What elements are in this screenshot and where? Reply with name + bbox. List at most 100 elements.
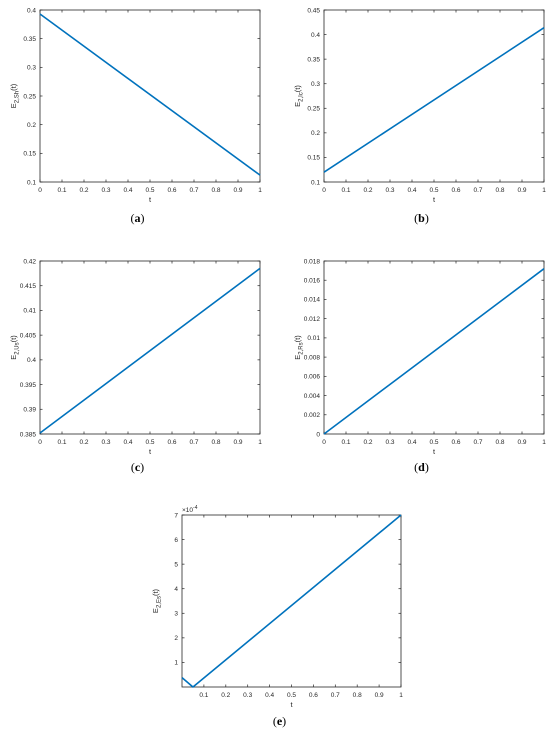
x-tick-label: 0.5: [429, 439, 438, 446]
x-tick-label: 0.9: [517, 187, 526, 194]
y-tick-label: 0.016: [304, 278, 321, 285]
x-tick-label: 0.1: [341, 187, 350, 194]
x-tick-label: 0.3: [101, 187, 110, 194]
y-tick-label: 0.3: [27, 65, 36, 72]
y-tick-label: 0.008: [304, 354, 321, 361]
x-tick-label: 0.4: [123, 439, 132, 446]
y-tick-label: 0.3: [311, 81, 320, 88]
y-tick-label: 0.42: [23, 258, 36, 265]
x-tick-label: 0: [38, 439, 42, 446]
caption-d: (d): [414, 460, 429, 474]
x-tick-label: 0.3: [385, 187, 394, 194]
x-tick-label: 0.4: [123, 187, 132, 194]
y-tick-label: 0.395: [20, 382, 37, 389]
x-tick-label: 0.4: [265, 692, 274, 699]
y-tick-label: 0.15: [307, 155, 320, 162]
x-tick-label: 0.7: [331, 692, 340, 699]
panel-c: 0 0.1 0.2 0.3 0.4 0.5 0.6 0.7 0.8 0.9 1 0.385 0.39 0.…: [0, 250, 275, 496]
x-tick-label: 0.7: [189, 439, 198, 446]
y-tick-label: 0.01: [307, 335, 320, 342]
x-tick-label: 0.1: [341, 439, 350, 446]
x-tick-label: 0.7: [473, 187, 482, 194]
y-tick-label: 0.018: [304, 258, 321, 265]
x-tick-label: 0.8: [495, 439, 504, 446]
y-tick-label: 0: [316, 431, 320, 438]
x-tick-label: 1: [399, 692, 403, 699]
y-tick-label: 0.006: [304, 374, 321, 381]
caption-c: (c): [130, 460, 145, 474]
y-axis-label: E2,Sh(t): [9, 83, 21, 108]
caption-a: (a): [130, 211, 145, 225]
y-tick-label: 0.2: [27, 122, 36, 129]
x-tick-label: 0.1: [199, 692, 208, 699]
series-line: [181, 514, 402, 688]
panel-e: 0.1 0.2 0.3 0.4 0.5 0.6 0.7 0.8 0.9 1 1 2 3 4 5 6 7 t E2,E…: [142, 500, 417, 746]
y-axis-label: E2,Rs(t): [293, 335, 305, 360]
x-tick-label: 0.6: [451, 439, 460, 446]
series-line: [323, 27, 545, 173]
x-tick-label: 0.9: [233, 439, 242, 446]
chart-c: 0 0.1 0.2 0.3 0.4 0.5 0.6 0.7 0.8 0.9 1 0.385 0.39 0.…: [9, 258, 262, 456]
x-tick-label: 0.2: [221, 692, 230, 699]
y-tick-label: 0.002: [304, 412, 321, 419]
chart-a: 0 0.1 0.2 0.3 0.4 0.5 0.6 0.7 0.8 0.9 10.10.150.20…: [9, 7, 262, 204]
x-tick-label: 0: [322, 187, 326, 194]
y-tick-label: 0.385: [20, 431, 37, 438]
x-tick-label: 0.8: [353, 692, 362, 699]
x-tick-label: 0.2: [79, 187, 88, 194]
x-tick-label: 0.3: [385, 439, 394, 446]
y-tick-label: 0.4: [27, 357, 36, 364]
x-axis-label: t: [290, 700, 293, 709]
y-tick-label: 0.4: [311, 32, 320, 39]
y-tick-label: 0.4: [27, 7, 36, 14]
x-tick-label: 0.2: [363, 187, 372, 194]
x-tick-label: 0.5: [145, 187, 154, 194]
y-axis-label: E2,Es(t): [151, 588, 163, 613]
y-tick-label: 0.405: [20, 332, 37, 339]
x-tick-label: 0.1: [57, 439, 66, 446]
caption-e: (e): [272, 714, 287, 728]
series-line: [323, 268, 545, 435]
x-tick-label: 1: [542, 187, 546, 194]
panel-b: 0 0.1 0.2 0.3 0.4 0.5 0.6 0.7 0.8 0.9 1 0.1 0.15 0.2 0…: [284, 0, 550, 246]
y-tick-label: 0.014: [304, 297, 321, 304]
x-tick-label: 0.8: [495, 187, 504, 194]
x-tick-label: 0.6: [309, 692, 318, 699]
series-line: [39, 267, 261, 434]
panel-a: 0 0.1 0.2 0.3 0.4 0.5 0.6 0.7 0.8 0.9 1 0.1 0.15 0.2 0…: [0, 0, 275, 246]
x-tick-label: 0: [322, 439, 326, 446]
x-tick-label: 0.8: [211, 187, 220, 194]
panel-d: 0 0.1 0.2 0.3 0.4 0.5 0.6 0.7 0.8 0.9 1 0 0.002 0.004…: [284, 250, 550, 496]
y-tick-label: 0.1: [27, 179, 36, 186]
x-tick-label: 1: [542, 439, 546, 446]
y-tick-label: 7: [174, 512, 178, 519]
x-tick-label: 0.5: [429, 187, 438, 194]
x-tick-label: 0.9: [375, 692, 384, 699]
plot-frame: [181, 514, 402, 688]
x-tick-label: 0.4: [407, 439, 416, 446]
y-tick-label: 0.41: [23, 308, 36, 315]
y-tick-label: 0.25: [307, 106, 320, 113]
x-tick-label: 0.4: [407, 187, 416, 194]
y-axis-label: E2,Us(t): [9, 335, 21, 360]
x-axis-label: t: [433, 447, 436, 456]
x-tick-label: 0.3: [243, 692, 252, 699]
x-axis-label: t: [149, 447, 152, 456]
x-tick-label: 0.5: [145, 439, 154, 446]
y-tick-label: 3: [174, 611, 178, 618]
x-axis-label: t: [149, 195, 152, 204]
y-tick-label: 0.25: [23, 93, 36, 100]
x-tick-label: 1: [258, 187, 262, 194]
plot-frame: [323, 9, 545, 183]
plot-frame: [323, 260, 545, 435]
x-tick-label: 0.1: [57, 187, 66, 194]
y-tick-label: 0.45: [307, 7, 320, 14]
y-tick-label: 4: [174, 586, 178, 593]
y-tick-label: 0.1: [311, 179, 320, 186]
y-tick-label: 1: [174, 660, 178, 667]
x-axis-label: t: [433, 195, 436, 204]
y-tick-label: 0.35: [23, 36, 36, 43]
plot-frame: [39, 9, 261, 183]
y-tick-label: 0.2: [311, 130, 320, 137]
x-tick-label: 0.9: [233, 187, 242, 194]
